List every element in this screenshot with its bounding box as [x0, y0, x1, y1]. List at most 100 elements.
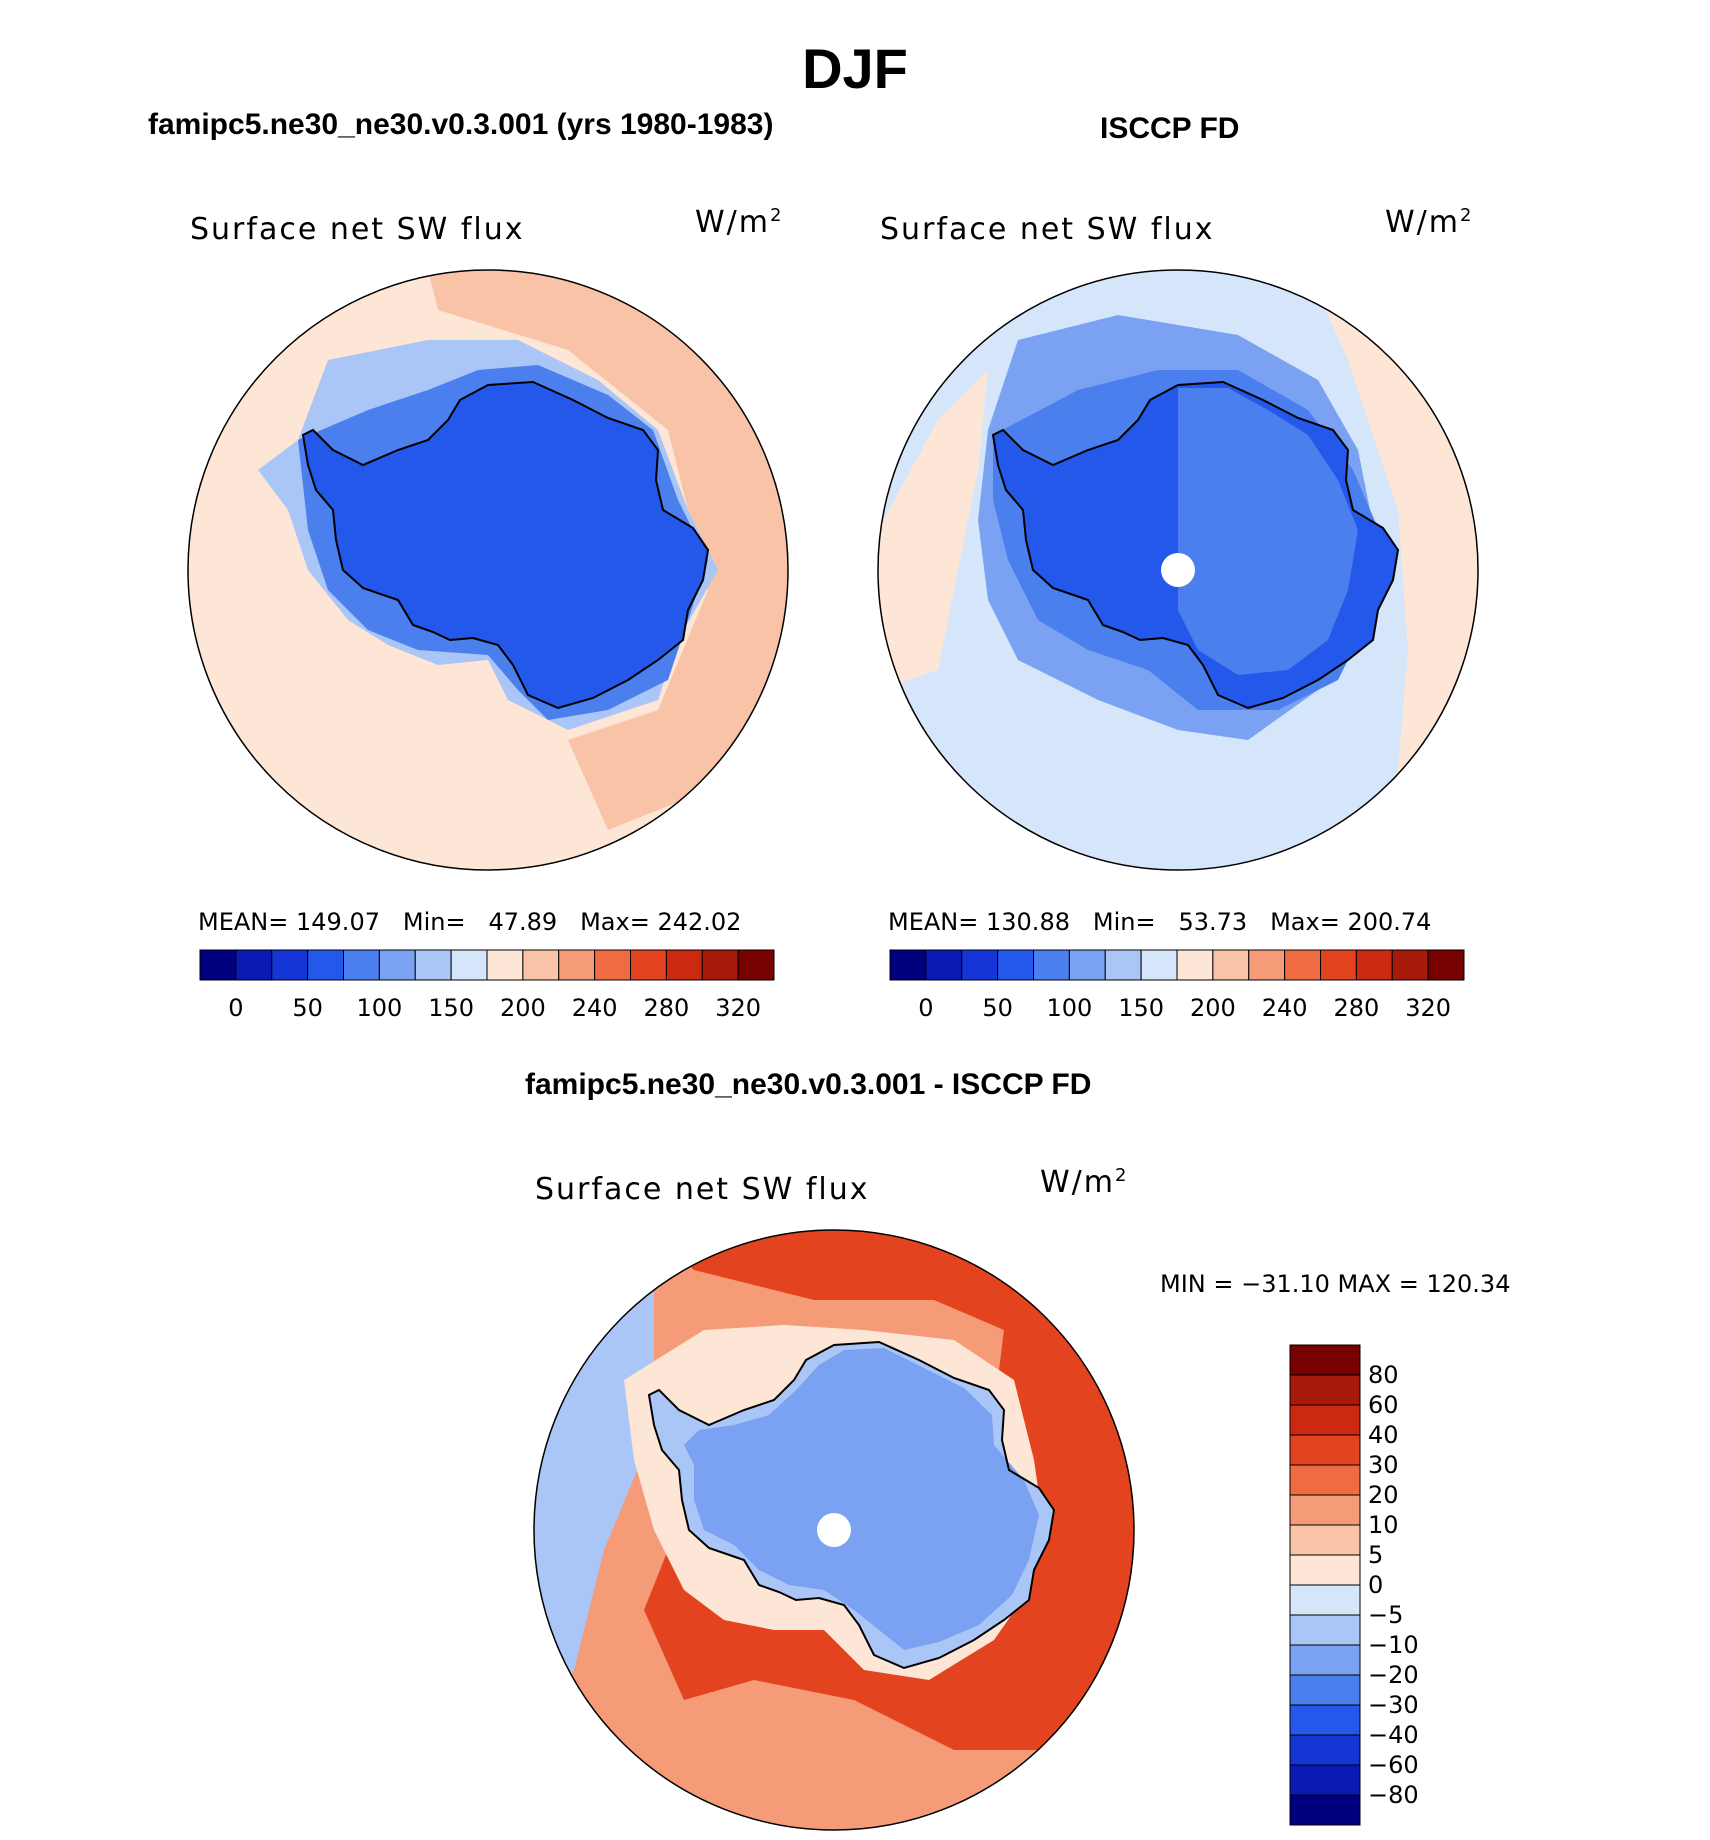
colorbar-swatch [1289, 1644, 1361, 1676]
colorbar-swatch [630, 949, 667, 981]
colorbar-tick-label: 5 [1368, 1541, 1384, 1569]
region-western-negative [534, 1290, 654, 1750]
colorbar-swatch [1289, 1794, 1361, 1826]
main-title: DJF [802, 37, 908, 100]
colorbar-tick-label: −10 [1368, 1631, 1419, 1659]
colorbar-swatch [1289, 1674, 1361, 1706]
region-east-antarctica [1178, 388, 1358, 675]
colorbar-swatch [1289, 1704, 1361, 1736]
panel-1-min-value: 47.89 [488, 908, 558, 936]
map-panel-2 [877, 269, 1479, 871]
colorbar-panel-1 [199, 949, 775, 981]
colorbar-tick-label: 240 [1261, 994, 1308, 1022]
colorbar-tick-label: 30 [1368, 1451, 1399, 1479]
colorbar-swatch [450, 949, 488, 981]
colorbar-swatch [414, 949, 452, 981]
colorbar-swatch [1140, 949, 1178, 981]
map-panel-3 [533, 1229, 1135, 1831]
colorbar-tick-label: 0 [1368, 1571, 1384, 1599]
colorbar-swatch [1289, 1494, 1361, 1526]
colorbar-swatch [961, 949, 999, 981]
colorbar-tick-label: 0 [228, 994, 244, 1022]
map-boundary [877, 269, 1479, 871]
colorbar-swatch [1212, 949, 1250, 981]
colorbar-panel-3 [1289, 1344, 1361, 1826]
colorbar-swatch [1289, 1434, 1361, 1466]
colorbar-swatch [1284, 949, 1321, 981]
colorbar-tick-label: −40 [1368, 1721, 1419, 1749]
colorbar-tick-label: 60 [1368, 1391, 1399, 1419]
panel-1-max-value: 242.02 [657, 908, 742, 936]
colorbar-swatch [1289, 1734, 1361, 1766]
colorbar-tick-label: 240 [571, 994, 618, 1022]
region-outer-band-east [1308, 270, 1478, 870]
panel-3-variable-label: Surface net SW flux [535, 1172, 870, 1207]
panel-1-variable-label: Surface net SW flux [190, 212, 525, 247]
colorbar-tick-label: 10 [1368, 1511, 1399, 1539]
colorbar-tick-label: −80 [1368, 1781, 1419, 1809]
pole-missing-data [1161, 553, 1195, 587]
colorbar-tick-label: 150 [428, 994, 475, 1022]
colorbar-tick-label: 320 [1405, 994, 1452, 1022]
colorbar-tick-label: 50 [982, 994, 1013, 1022]
colorbar-swatch [199, 949, 237, 981]
colorbar-swatch [1355, 949, 1393, 981]
colorbar-swatch [1104, 949, 1142, 981]
colorbar-tick-label: 280 [1333, 994, 1380, 1022]
antarctica-coastline [991, 380, 1400, 710]
colorbar-tick-label: 50 [292, 994, 323, 1022]
colorbar-tick-label: 0 [918, 994, 934, 1022]
region-outer-band-west [878, 370, 988, 690]
colorbar-tick-label: 20 [1368, 1481, 1399, 1509]
colorbar-swatch [665, 949, 703, 981]
colorbar-swatch [1068, 949, 1106, 981]
pole-missing-data [817, 1513, 851, 1547]
colorbar-panel-2 [889, 949, 1465, 981]
panel-1-units-label: W/m2 [695, 205, 784, 240]
colorbar-swatch [271, 949, 309, 981]
colorbar-swatch [1248, 949, 1286, 981]
antarctica-coastline [647, 1340, 1056, 1670]
panel-2-max-value: 200.74 [1347, 908, 1432, 936]
colorbar-tick-label: 40 [1368, 1421, 1399, 1449]
panel-1-mean-value: 149.07 [296, 908, 380, 936]
colorbar-tick-label: 200 [1189, 994, 1236, 1022]
colorbar-swatch [378, 949, 416, 981]
colorbar-tick-label: 280 [643, 994, 690, 1022]
colorbar-swatch [889, 949, 927, 981]
colorbar-swatch [594, 949, 631, 981]
colorbar-swatch [1289, 1374, 1361, 1406]
colorbar-tick-label: −60 [1368, 1751, 1419, 1779]
colorbar-swatch [1289, 1404, 1361, 1436]
map-boundary [533, 1229, 1135, 1831]
panel-1-max-label: Max= [580, 908, 650, 936]
panel-2-title: ISCCP FD [1100, 112, 1240, 145]
colorbar-tick-label: −20 [1368, 1661, 1419, 1689]
colorbar-swatch [1176, 949, 1214, 981]
map-boundary [187, 269, 789, 871]
panel-2-mean-label: MEAN= [888, 908, 979, 936]
colorbar-swatch [1289, 1614, 1361, 1646]
panel-2-max-label: Max= [1270, 908, 1340, 936]
colorbar-swatch [558, 949, 596, 981]
panel-2-min-label: Min= [1092, 908, 1156, 936]
colorbar-tick-label: 200 [499, 994, 546, 1022]
colorbar-swatch [997, 949, 1034, 981]
colorbar-tick-label: −5 [1368, 1601, 1404, 1629]
colorbar-swatch [1289, 1764, 1361, 1796]
colorbar-swatch [1289, 1464, 1361, 1496]
colorbar-swatch [235, 949, 273, 981]
panel-2-mean-value: 130.88 [986, 908, 1070, 936]
panel-1-title: famipc5.ne30_ne30.v0.3.001 (yrs 1980-198… [148, 108, 774, 141]
colorbar-swatch [737, 949, 775, 981]
panel-1-min-label: Min= [402, 908, 466, 936]
panel-1-mean-label: MEAN= [198, 908, 289, 936]
panel-2-variable-label: Surface net SW flux [880, 212, 1215, 247]
map-field [534, 1230, 1134, 1830]
colorbar-tick-label: −30 [1368, 1691, 1419, 1719]
colorbar-tick-label: 100 [356, 994, 403, 1022]
panel-2-units-label: W/m2 [1385, 205, 1474, 240]
panel-2-stats: MEAN= 130.88 Min= 53.73 Max= 200.74 [888, 908, 1431, 936]
colorbar-tick-label: 320 [715, 994, 762, 1022]
colorbar-swatch [1391, 949, 1429, 981]
